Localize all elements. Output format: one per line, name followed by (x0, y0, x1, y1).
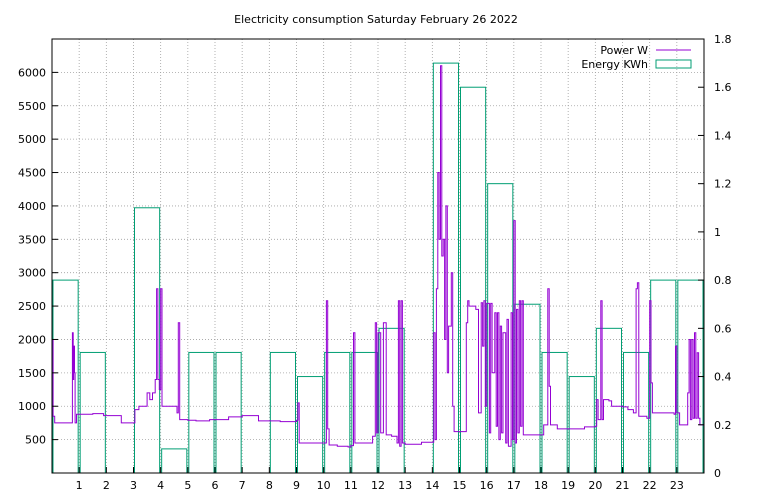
x-tick-label: 3 (130, 479, 137, 492)
power-series-line (52, 65, 705, 448)
y2-tick-label: 1.4 (714, 129, 732, 142)
y2-tick-label: 0.4 (714, 371, 732, 384)
y-tick-label: 4000 (18, 200, 46, 213)
x-tick-label: 13 (398, 479, 412, 492)
grid-layer (52, 39, 704, 473)
x-tick-label: 17 (507, 479, 521, 492)
x-tick-label: 14 (425, 479, 439, 492)
y2-tick-label: 1.6 (714, 81, 732, 94)
y2-tick-label: 0.2 (714, 419, 732, 432)
y-tick-label: 4500 (18, 167, 46, 180)
legend-energy-label: Energy KWh (581, 58, 648, 71)
y2-tick-label: 0 (714, 467, 721, 480)
legend: Power W Energy KWh (581, 44, 692, 71)
y2-tick-label: 1.8 (714, 33, 732, 46)
x-tick-label: 11 (344, 479, 358, 492)
x-tick-label: 7 (239, 479, 246, 492)
axes-layer: 500 1000 1500 2000 2500 3000 3500 4000 4500 5000 5… (18, 33, 732, 492)
x-tick-label: 5 (184, 479, 191, 492)
y-tick-label: 3000 (18, 267, 46, 280)
x-tick-label: 19 (561, 479, 575, 492)
power-line (52, 65, 705, 448)
y-tick-label: 5000 (18, 133, 46, 146)
x-tick-label: 2 (103, 479, 110, 492)
x-tick-label: 8 (266, 479, 273, 492)
y2-tick-label: 0.8 (714, 274, 732, 287)
y-tick-label: 1000 (18, 400, 46, 413)
y-tick-label: 500 (25, 434, 46, 447)
x-tick-label: 10 (317, 479, 331, 492)
y-tick-label: 6000 (18, 66, 46, 79)
x-tick-label: 6 (212, 479, 219, 492)
legend-power-label: Power W (600, 44, 648, 57)
y-tick-label: 3500 (18, 233, 46, 246)
y-tick-label: 2000 (18, 333, 46, 346)
y2-tick-label: 0.6 (714, 322, 732, 335)
x-tick-label: 23 (670, 479, 684, 492)
y-tick-label: 5500 (18, 100, 46, 113)
x-tick-label: 4 (157, 479, 164, 492)
x-tick-label: 20 (588, 479, 602, 492)
legend-energy-swatch (655, 59, 692, 69)
x-tick-label: 15 (453, 479, 467, 492)
y2-tick-label: 1.2 (714, 178, 732, 191)
y2-tick-label: 1 (714, 226, 721, 239)
x-tick-label: 18 (534, 479, 548, 492)
x-tick-label: 22 (643, 479, 657, 492)
x-tick-label: 9 (293, 479, 300, 492)
x-tick-label: 1 (76, 479, 83, 492)
y-tick-label: 2500 (18, 300, 46, 313)
chart-title: Electricity consumption Saturday Februar… (234, 13, 518, 26)
x-tick-label: 12 (371, 479, 385, 492)
x-tick-label: 21 (616, 479, 630, 492)
x-tick-label: 16 (480, 479, 494, 492)
y-tick-label: 1500 (18, 367, 46, 380)
